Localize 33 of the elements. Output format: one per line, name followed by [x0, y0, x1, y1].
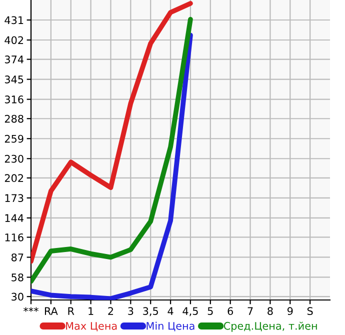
- x-tick-label: 7: [248, 307, 253, 315]
- x-tick-label: 3: [128, 307, 134, 316]
- y-tick-label: 116: [5, 233, 24, 242]
- x-tick-label: 4: [168, 307, 174, 315]
- x-tick-label: RA: [44, 307, 58, 315]
- x-tick-label: 5: [208, 307, 213, 316]
- y-tick-label: 431: [4, 16, 24, 24]
- y-tick-label: 259: [4, 134, 24, 143]
- y-tick-label: 202: [4, 174, 24, 182]
- y-tick-label: 345: [4, 76, 24, 84]
- x-tick-label: 4,5: [182, 307, 198, 316]
- x-tick-label: 1: [88, 307, 94, 315]
- legend-label: Min Цена: [146, 322, 194, 332]
- legend-label: Сред.Цена, т.йен: [224, 322, 317, 332]
- y-tick-label: 230: [4, 154, 24, 163]
- legend-label: Max Цена: [66, 322, 117, 332]
- x-tick-label: 9: [287, 307, 293, 316]
- x-tick-label: R: [68, 307, 74, 315]
- y-tick-label: 58: [12, 273, 24, 282]
- y-tick-label: 144: [5, 214, 24, 222]
- y-tick-label: 316: [4, 96, 24, 104]
- y-tick-label: 30: [12, 292, 24, 301]
- y-tick-label: 402: [4, 36, 24, 44]
- x-tick-label: 6: [228, 307, 233, 316]
- x-tick-label: S: [307, 307, 313, 316]
- x-tick-label: ***: [24, 307, 38, 312]
- x-tick-label: 8: [268, 307, 273, 316]
- y-tick-label: 87: [12, 253, 24, 262]
- y-tick-label: 288: [4, 114, 24, 123]
- x-tick-label: 2: [108, 307, 114, 315]
- y-tick-label: 374: [4, 56, 24, 64]
- x-tick-label: 3,5: [143, 307, 158, 316]
- y-tick-label: 173: [5, 194, 24, 202]
